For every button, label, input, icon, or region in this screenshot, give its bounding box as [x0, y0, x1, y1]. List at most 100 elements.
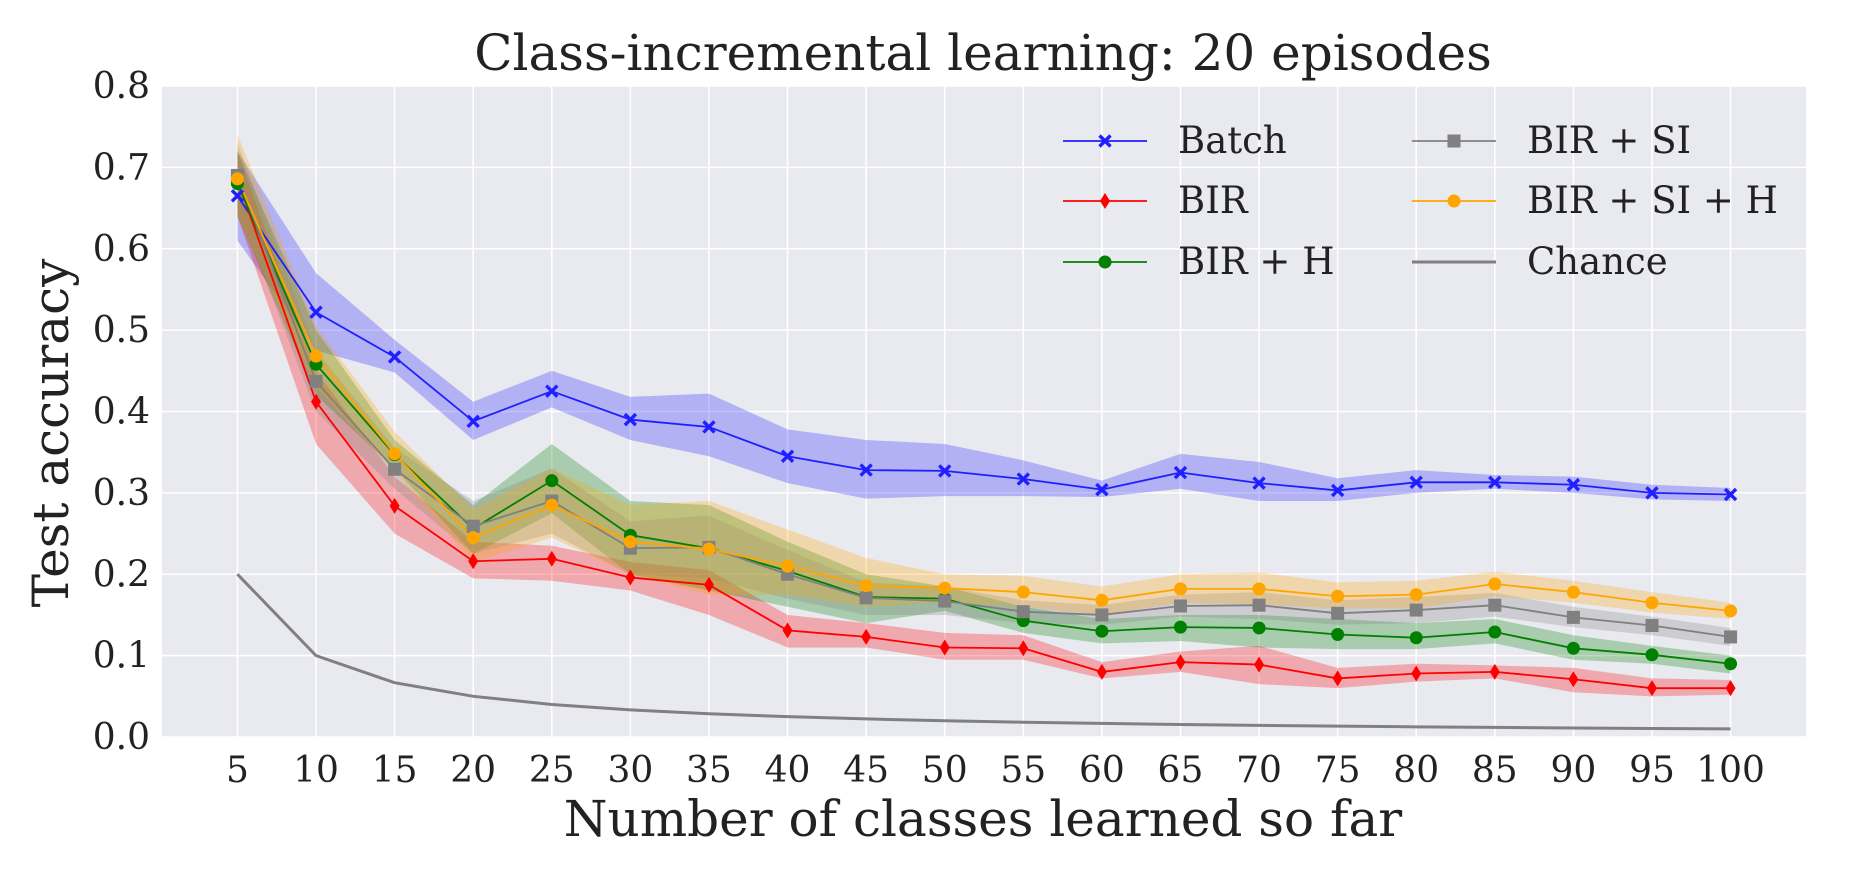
point-bir	[389, 497, 400, 514]
point-bir-si	[466, 519, 480, 533]
point-bir-si-h	[1645, 596, 1659, 610]
point-batch	[1173, 465, 1188, 480]
legend-item-bir-si: BIR + SI	[1412, 119, 1691, 162]
point-bir-si-h	[230, 172, 244, 186]
x-tick-label: 25	[529, 750, 575, 791]
legend-item-bir-h: BIR + H	[1063, 240, 1334, 283]
point-bir-h	[1566, 641, 1580, 655]
point-batch	[1330, 483, 1345, 498]
series-line-bir-h	[236, 183, 1731, 665]
point-bir	[782, 622, 793, 639]
point-bir	[1646, 680, 1657, 697]
x-tick-label: 5	[226, 750, 249, 791]
point-bir	[1411, 665, 1422, 682]
point-bir-si	[1173, 599, 1187, 613]
marker-x-stroke	[780, 449, 795, 463]
point-bir-h	[545, 474, 559, 488]
point-bir	[468, 553, 479, 570]
point-bir-si	[1331, 606, 1345, 620]
point-batch	[230, 189, 245, 203]
band-bir-h	[237, 151, 1731, 674]
point-batch	[1566, 478, 1581, 492]
point-bir-si-h	[702, 542, 716, 556]
point-batch	[859, 463, 873, 477]
marker-x-stroke	[1488, 475, 1502, 489]
series-line-chance	[236, 573, 1731, 731]
y-tick-label: 0.2	[93, 554, 150, 595]
point-bir	[939, 639, 950, 656]
x-tick-label: 100	[1696, 750, 1765, 791]
point-bir-h	[1252, 621, 1266, 635]
point-bir-h	[1645, 648, 1659, 662]
point-batch	[702, 420, 716, 434]
legend-marker	[1447, 134, 1461, 148]
point-bir	[703, 576, 714, 593]
point-bir-si-h	[938, 581, 952, 595]
point-bir-si-h	[781, 559, 795, 573]
y-tick-label: 0.3	[93, 473, 150, 514]
x-axis-label: Number of classes learned so far	[564, 790, 1402, 848]
marker-x-stroke	[466, 414, 480, 428]
point-bir-si	[1488, 598, 1502, 612]
point-batch	[938, 464, 952, 478]
series-line-bir-si-h	[236, 178, 1731, 612]
legend-marker	[1447, 194, 1461, 208]
y-axis-label: Test accuracy	[22, 258, 80, 607]
point-bir-si	[1095, 608, 1109, 622]
x-tick-label: 55	[1000, 750, 1046, 791]
marker-x-stroke	[938, 464, 952, 478]
legend-item-chance: Chance	[1412, 240, 1668, 283]
point-bir-si-h	[1566, 585, 1580, 599]
marker-x-stroke	[1095, 482, 1109, 497]
point-bir	[625, 569, 636, 586]
x-tick-label: 50	[922, 750, 968, 791]
point-bir-si	[859, 591, 873, 605]
point-batch	[1723, 487, 1738, 502]
point-bir-si-h	[1016, 585, 1030, 599]
legend-item-batch: Batch	[1063, 119, 1287, 162]
y-tick-labels: 0.0 0.1 0.2 0.3 0.4 0.5 0.6 0.7 0.8	[93, 66, 150, 758]
confidence-bands	[237, 134, 1731, 697]
point-bir	[1096, 663, 1107, 680]
point-bir-si	[1252, 598, 1266, 612]
legend-label: BIR + SI	[1527, 119, 1691, 162]
marker-x-stroke	[702, 420, 716, 434]
point-bir-si	[1566, 610, 1580, 624]
marker-x-stroke	[623, 412, 638, 427]
x-tick-label: 20	[450, 750, 496, 791]
point-bir	[1489, 663, 1500, 680]
point-batch	[466, 414, 480, 428]
marker-x-stroke	[387, 350, 402, 364]
point-batch	[1409, 475, 1423, 489]
point-bir-si	[1724, 630, 1738, 644]
x-tick-label: 10	[293, 750, 339, 791]
band-batch	[237, 151, 1731, 502]
marker-x-stroke	[230, 189, 245, 203]
point-bir	[1254, 656, 1265, 673]
point-batch	[545, 384, 559, 398]
point-bir-si-h	[1409, 588, 1423, 602]
point-bir	[1568, 671, 1579, 688]
point-bir-si	[1016, 605, 1030, 619]
point-bir-si	[1645, 619, 1659, 633]
band-bir-si	[237, 142, 1731, 646]
point-bir-h	[1409, 631, 1423, 645]
y-tick-label: 0.4	[93, 392, 150, 433]
y-tick-label: 0.5	[93, 310, 150, 351]
point-bir-si-h	[1331, 589, 1345, 603]
grid-lines	[162, 85, 1806, 738]
y-tick-label: 0.6	[93, 229, 150, 270]
point-bir-si-h	[1488, 577, 1502, 591]
legend-item-bir: BIR	[1063, 179, 1249, 222]
marker-x-stroke	[1098, 134, 1112, 148]
point-bir-si	[388, 462, 402, 476]
point-bir-si-h	[1173, 582, 1187, 596]
point-bir	[1018, 640, 1029, 657]
legend-label: BIR	[1178, 179, 1249, 222]
marker-x-stroke	[1252, 476, 1266, 490]
marker-x-stroke	[1016, 472, 1030, 486]
marker-x-stroke	[859, 463, 873, 477]
point-batch	[1488, 475, 1502, 489]
